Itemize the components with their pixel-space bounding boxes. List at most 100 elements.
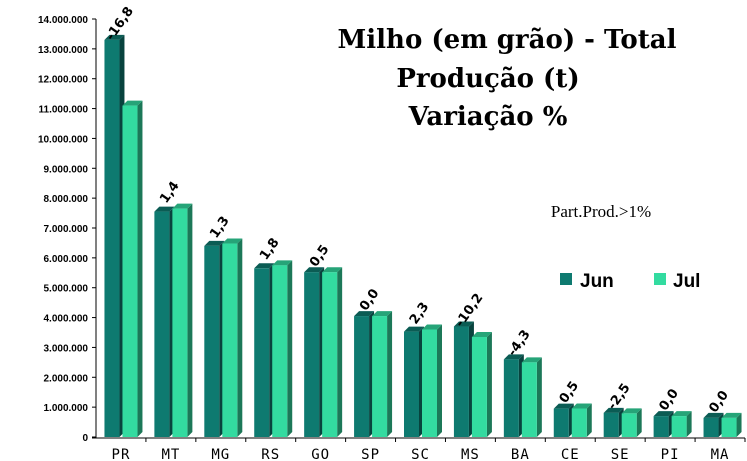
bar-front	[603, 412, 619, 437]
legend-swatch-jun	[560, 273, 572, 285]
legend-label-jul: Jul	[673, 271, 700, 292]
y-tick-label: 13.000.000	[38, 45, 88, 56]
x-tick-label: MA	[711, 447, 730, 461]
bar-top	[671, 411, 692, 417]
variation-label: 1,8	[257, 236, 282, 263]
bar-front	[721, 417, 737, 437]
bar-jul-sp	[372, 311, 393, 437]
y-tick-label: 1.000.000	[44, 403, 89, 414]
x-tick-label: PI	[661, 447, 680, 461]
x-tick-label: MS	[461, 447, 480, 461]
bar-top	[222, 238, 243, 244]
variation-label: 2,3	[407, 300, 432, 327]
variation-label: 0,5	[557, 379, 582, 406]
x-tick-label: MT	[161, 447, 180, 461]
bar-jun-se	[603, 407, 624, 437]
legend: Jun Jul	[560, 271, 700, 292]
bar-top	[703, 412, 724, 418]
bar-side	[437, 324, 442, 437]
production-share-note: Part.Prod.>1%	[551, 202, 651, 221]
bar-front	[703, 417, 719, 437]
bar-top	[404, 326, 424, 332]
y-tick-label: 5.000.000	[44, 284, 89, 295]
bar-front	[172, 208, 188, 437]
x-tick-label: BA	[511, 447, 530, 461]
x-tick-label: SE	[611, 447, 630, 461]
bar-top	[104, 34, 125, 40]
bar-front	[621, 413, 637, 437]
bar-jul-ce	[571, 403, 592, 437]
variation-label: 1,4	[157, 179, 182, 206]
bar-front	[653, 416, 669, 437]
bar-side	[187, 203, 193, 437]
bar-front	[304, 272, 320, 437]
x-tick-label: GO	[311, 447, 330, 461]
bar-top	[254, 263, 275, 269]
y-tick-label: 14.000.000	[38, 15, 88, 26]
bar-top	[521, 357, 542, 363]
y-tick-label: 10.000.000	[38, 134, 88, 145]
bar-top	[653, 411, 674, 417]
chart-title-line-1: Milho (em grão) - Total	[338, 25, 677, 55]
chart-title-line-3: Variação %	[408, 102, 568, 132]
bar-front	[422, 329, 437, 437]
bar-top	[354, 311, 375, 317]
legend-swatch-jul	[654, 273, 666, 285]
bar-jun-ba	[503, 354, 524, 437]
legend-label-jun: Jun	[580, 271, 614, 292]
y-axis-ticks: 0 1.000.000 2.000.000 3.000.000 4.000.000 5.0…	[38, 15, 96, 444]
bar-top	[322, 267, 343, 273]
bar-front	[553, 408, 569, 437]
bar-top	[503, 354, 524, 360]
bar-jul-go	[322, 267, 343, 437]
y-tick-label: 0	[82, 433, 88, 444]
bar-side	[686, 411, 692, 437]
bar-top	[721, 412, 742, 418]
x-tick-label: PR	[112, 447, 131, 461]
bar-side	[636, 408, 642, 437]
variation-label: 0,0	[656, 386, 681, 413]
x-tick-label: SP	[361, 447, 380, 461]
bar-front	[122, 105, 138, 437]
bar-side	[237, 238, 243, 437]
x-tick-label: RS	[261, 447, 280, 461]
bar-jun-pr	[104, 34, 125, 438]
bar-front	[354, 316, 370, 437]
bar-jun-mg	[204, 240, 225, 437]
bar-front	[571, 408, 587, 437]
bar-top	[621, 408, 642, 414]
bar-jul-ms	[471, 331, 492, 437]
bar-front	[222, 243, 238, 437]
bar-jul-se	[621, 408, 642, 437]
bar-jun-sc	[404, 326, 424, 437]
bar-jul-rs	[272, 260, 293, 437]
variation-label: 1,3	[207, 214, 232, 241]
bar-jun-ma	[703, 412, 724, 437]
bar-front	[471, 336, 487, 437]
variation-label: -2,5	[605, 381, 634, 413]
bar-front	[503, 359, 519, 437]
bar-front	[154, 211, 170, 437]
bar-top	[471, 331, 492, 337]
y-tick-label: 7.000.000	[44, 224, 89, 235]
bar-jun-go	[304, 267, 325, 437]
bar-jul-pr	[122, 100, 143, 437]
bar-front	[254, 268, 270, 437]
bar-jun-ce	[553, 403, 574, 437]
bar-top	[422, 324, 442, 330]
bar-front	[272, 265, 288, 437]
y-tick-label: 8.000.000	[44, 194, 89, 205]
x-axis-ticks: PR MT MG RS GO SP SC MS BA CE SE PI MA	[112, 438, 746, 461]
bar-front	[204, 245, 220, 437]
bar-top	[304, 267, 325, 273]
bar-front	[453, 326, 469, 437]
variation-label: 0,0	[357, 286, 382, 313]
bar-side	[287, 260, 293, 437]
bar-side	[137, 100, 143, 437]
bar-front	[671, 416, 687, 437]
bar-front	[104, 39, 120, 438]
bar-jun-pi	[653, 411, 674, 437]
bar-top	[372, 311, 393, 317]
bar-jun-rs	[254, 263, 275, 437]
